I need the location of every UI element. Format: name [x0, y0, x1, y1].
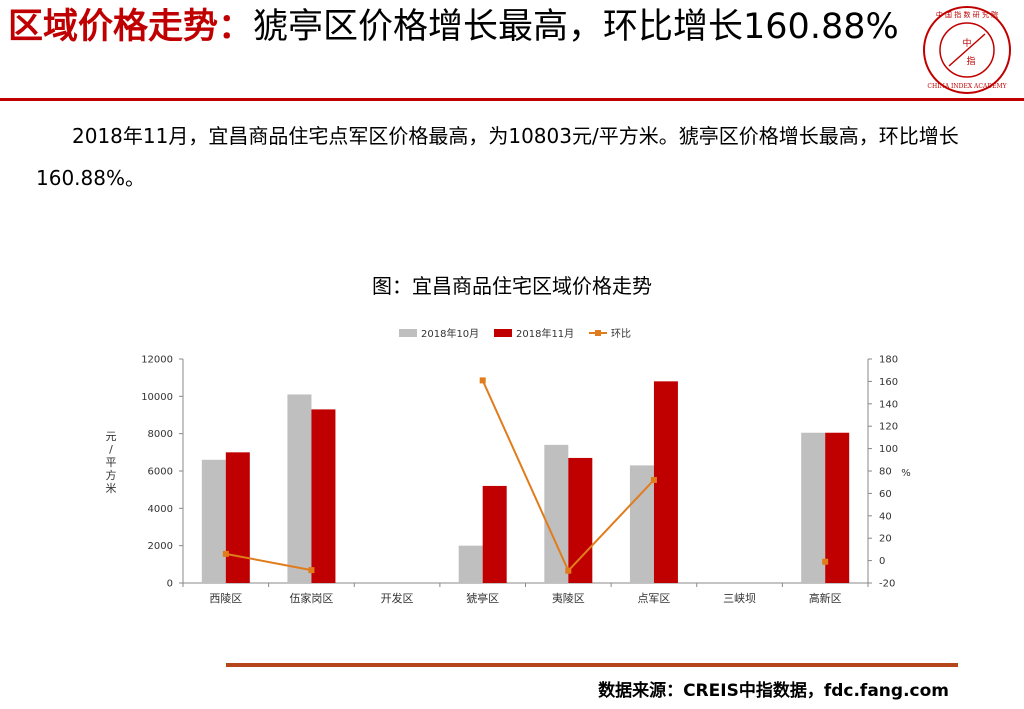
legend-label: 2018年11月	[516, 327, 574, 340]
y-axis-label-char: 米	[106, 482, 117, 495]
svg-text:指: 指	[966, 55, 975, 67]
bar-oct	[201, 459, 226, 583]
y2-tick-label: -20	[879, 579, 895, 590]
legend-swatch	[494, 329, 512, 337]
x-tick-label: 三峡坝	[723, 591, 756, 605]
y2-tick-label: 80	[879, 467, 892, 478]
x-tick-label: 猇亭区	[466, 591, 499, 605]
y-axis-label-char: 元	[106, 430, 117, 443]
bar-nov	[653, 381, 678, 583]
y-tick-label: 4000	[148, 504, 173, 515]
y2-tick-label: 120	[879, 422, 898, 433]
y2-axis-label: %	[901, 468, 911, 479]
y-axis-label-char: 平	[106, 456, 117, 469]
y2-tick-label: 0	[879, 556, 885, 567]
line-point-mom	[650, 476, 657, 483]
bar-nov	[311, 409, 336, 583]
logo-text: 中	[962, 37, 971, 49]
x-tick-label: 开发区	[381, 591, 414, 605]
y2-tick-label: 180	[879, 355, 898, 366]
page-title: 区域价格走势：猇亭区价格增长最高，环比增长160.88%	[8, 4, 908, 50]
bar-nov	[482, 485, 507, 583]
line-point-mom	[565, 567, 572, 574]
y-tick-label: 12000	[141, 355, 173, 366]
line-point-mom	[222, 550, 229, 557]
bar-oct	[287, 394, 312, 583]
y-axis-label-char: /	[109, 443, 113, 456]
legend-swatch-marker	[595, 330, 601, 336]
y-axis-label-char: 方	[106, 468, 117, 482]
source-divider	[226, 663, 958, 667]
china-index-academy-logo: 中 指 CHINA INDEX ACADEMY 中 国 指 数 研 究 院	[923, 6, 1011, 94]
title-highlight: 区域价格走势：	[8, 7, 254, 47]
chart-title: 图：宜昌商品住宅区域价格走势	[372, 274, 652, 298]
line-point-mom	[822, 558, 829, 565]
line-segment-mom	[225, 552, 312, 572]
y2-tick-label: 40	[879, 511, 892, 522]
y2-tick-label: 100	[879, 444, 898, 455]
y2-tick-label: 60	[879, 489, 892, 500]
bar-oct	[801, 432, 826, 583]
y-tick-label: 2000	[148, 541, 173, 552]
y-tick-label: 10000	[141, 392, 173, 403]
bar-nov	[568, 457, 593, 583]
bar-oct	[458, 545, 483, 583]
x-tick-label: 西陵区	[209, 592, 242, 605]
svg-text:CHINA INDEX ACADEMY: CHINA INDEX ACADEMY	[927, 83, 1007, 90]
y-tick-label: 8000	[148, 429, 173, 440]
line-point-mom	[479, 377, 486, 384]
legend-swatch	[399, 329, 417, 337]
legend-label: 2018年10月	[421, 327, 479, 340]
data-source: 数据来源：CREIS中指数据，fdc.fang.com	[598, 681, 949, 701]
x-tick-label: 点军区	[637, 592, 670, 605]
summary-paragraph: 2018年11月，宜昌商品住宅点军区价格最高，为10803元/平方米。猇亭区价格…	[36, 124, 959, 190]
title-divider	[0, 98, 1024, 101]
line-point-mom	[308, 567, 315, 574]
x-tick-label: 伍家岗区	[289, 591, 333, 605]
title-rest: 猇亭区价格增长最高，环比增长160.88%	[253, 7, 899, 47]
svg-text:中 国 指 数 研 究 院: 中 国 指 数 研 究 院	[936, 10, 998, 19]
x-tick-label: 夷陵区	[552, 592, 585, 605]
bar-nov	[825, 432, 850, 583]
y2-tick-label: 160	[879, 377, 898, 388]
y-tick-label: 6000	[148, 467, 173, 478]
legend-label: 环比	[611, 328, 631, 340]
y2-tick-label: 140	[879, 399, 898, 410]
bar-nov	[225, 452, 250, 583]
y2-tick-label: 20	[879, 534, 892, 545]
x-tick-label: 高新区	[809, 591, 842, 605]
y-tick-label: 0	[167, 579, 173, 590]
